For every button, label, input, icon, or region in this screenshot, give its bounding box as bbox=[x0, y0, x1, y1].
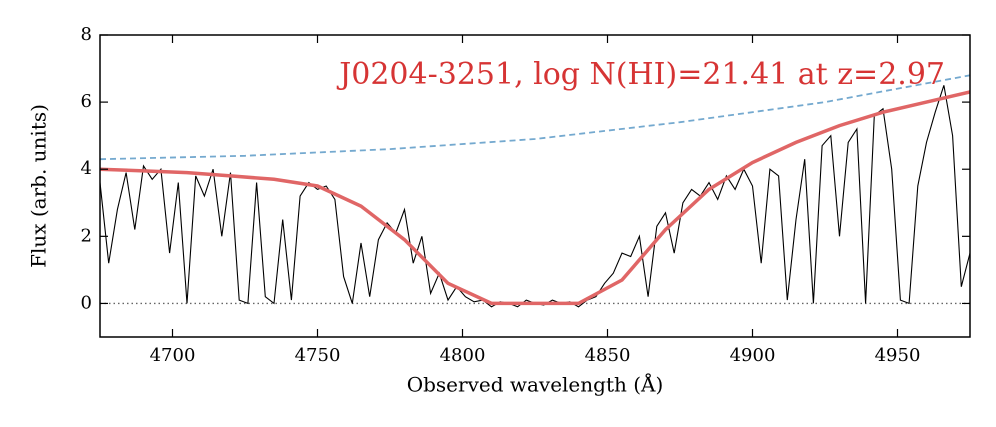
x-axis-label: Observed wavelength (Å) bbox=[407, 372, 664, 397]
x-tick-label: 4850 bbox=[585, 345, 631, 366]
x-tick-label: 4750 bbox=[295, 345, 341, 366]
x-tick-label: 4900 bbox=[730, 345, 776, 366]
y-tick-label: 2 bbox=[81, 225, 92, 246]
x-tick-label: 4800 bbox=[440, 345, 486, 366]
series-line bbox=[100, 85, 970, 308]
annotation: J0204-3251, log N(HI)=21.41 at z=2.97 bbox=[336, 57, 945, 92]
series-line bbox=[100, 74, 970, 161]
x-tick-label: 4700 bbox=[150, 345, 196, 366]
series-line bbox=[100, 90, 970, 306]
plot-frame bbox=[99, 34, 971, 338]
y-tick-label: 8 bbox=[81, 24, 92, 45]
y-tick-label: 0 bbox=[81, 292, 92, 313]
x-tick-label: 4950 bbox=[875, 345, 921, 366]
y-tick-label: 6 bbox=[81, 91, 92, 112]
y-axis-label: Flux (arb. units) bbox=[27, 104, 51, 268]
y-tick-label: 4 bbox=[81, 158, 92, 179]
